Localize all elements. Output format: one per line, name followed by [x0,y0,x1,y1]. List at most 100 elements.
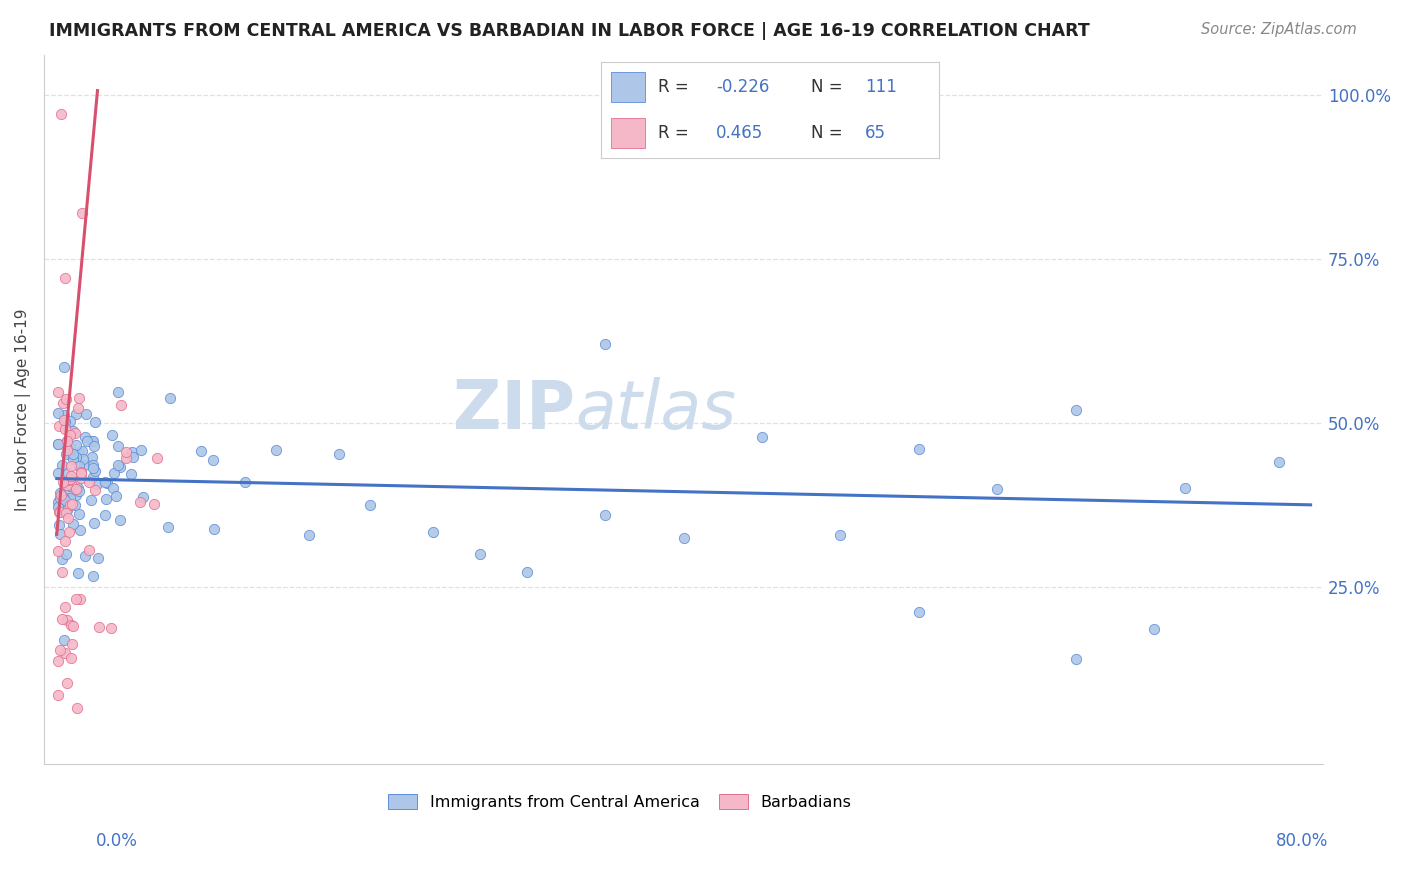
Point [328,446,350,460]
Point [1064,402,1087,417]
Point [63,425,86,440]
Point [53,415,76,429]
Point [103,466,125,480]
Point [120,467,142,481]
Point [69,591,91,606]
Point [55,392,77,406]
Point [83,465,105,479]
Point [60,497,83,511]
Point [48,419,70,434]
Point [110,460,132,475]
Point [66,566,89,580]
Point [82,458,104,473]
Point [830,528,852,542]
Point [46,384,69,399]
Point [80,434,103,448]
Point [114,444,136,458]
Point [62,451,84,466]
Point [86,551,108,566]
Point [107,458,129,472]
Point [73,458,96,472]
Point [62,619,84,633]
Point [82,434,104,448]
Point [62,425,84,439]
Y-axis label: In Labor Force | Age 16-19: In Labor Force | Age 16-19 [15,309,31,511]
Point [516,565,538,579]
Point [82,469,104,483]
Point [55,614,77,628]
Point [49,527,72,541]
Point [1064,652,1087,666]
Point [58,473,80,487]
Text: Source: ZipAtlas.com: Source: ZipAtlas.com [1201,22,1357,37]
Point [53,493,76,508]
Point [59,441,82,455]
Point [46,495,69,509]
Point [93,508,115,523]
Text: ZIP: ZIP [453,376,575,442]
Point [53,647,76,661]
Point [468,547,491,561]
Point [108,513,131,527]
Point [53,409,76,423]
Point [51,612,73,626]
Point [55,447,77,461]
Point [58,446,80,460]
Point [56,511,79,525]
Text: 0.0%: 0.0% [96,831,138,849]
Point [53,413,76,427]
Point [105,489,128,503]
Point [107,384,129,399]
Point [48,491,70,505]
Point [1174,482,1197,496]
Point [59,472,82,486]
Point [72,452,94,467]
Point [46,654,69,668]
Point [46,544,69,558]
Point [66,701,89,715]
Text: atlas: atlas [575,376,737,442]
Point [63,498,86,512]
Point [86,477,108,491]
Point [59,499,82,513]
Point [60,459,83,474]
Point [67,483,90,498]
Point [53,422,76,436]
Point [595,337,617,351]
Point [56,485,79,500]
Legend: Immigrants from Central America, Barbadians: Immigrants from Central America, Barbadi… [382,788,858,816]
Point [70,444,93,458]
Point [101,427,124,442]
Point [75,549,97,564]
Point [56,477,79,491]
Point [77,475,100,489]
Point [159,391,181,405]
Point [46,500,69,514]
Point [52,396,75,410]
Point [751,430,773,444]
Point [1268,455,1291,469]
Point [59,428,82,442]
Point [70,467,93,481]
Point [70,470,93,484]
Point [110,398,132,412]
Point [49,505,72,519]
Point [65,450,87,464]
Point [62,516,84,531]
Point [70,465,93,479]
Point [202,452,225,467]
Point [65,407,87,421]
Point [48,517,70,532]
Point [46,437,69,451]
Point [131,490,153,504]
Point [65,591,87,606]
Point [51,458,73,473]
Point [65,438,87,452]
Point [82,450,104,464]
Point [60,469,83,483]
Point [114,450,136,465]
Point [52,475,75,489]
Point [76,434,98,449]
Point [67,459,90,474]
Point [48,642,70,657]
